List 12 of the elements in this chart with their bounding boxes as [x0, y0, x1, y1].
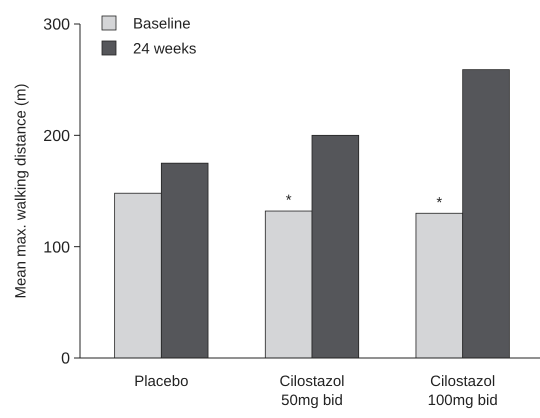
y-tick-label: 100 [43, 239, 70, 256]
y-tick-label: 300 [43, 16, 70, 34]
x-tick-label: Cilostazol 100mg bid [428, 373, 498, 409]
legend-label: 24 weeks [133, 40, 196, 58]
y-tick-label: 200 [43, 128, 70, 145]
annotation: * [286, 192, 292, 210]
y-tick-label: 0 [61, 350, 70, 368]
x-tick-label: Placebo [134, 373, 188, 390]
annotation: * [436, 194, 442, 212]
x-tick-label: Cilostazol 50mg bid [279, 373, 345, 409]
y-axis-title: Mean max. walking distance (m) [12, 83, 30, 299]
legend-label: Baseline [133, 15, 191, 32]
